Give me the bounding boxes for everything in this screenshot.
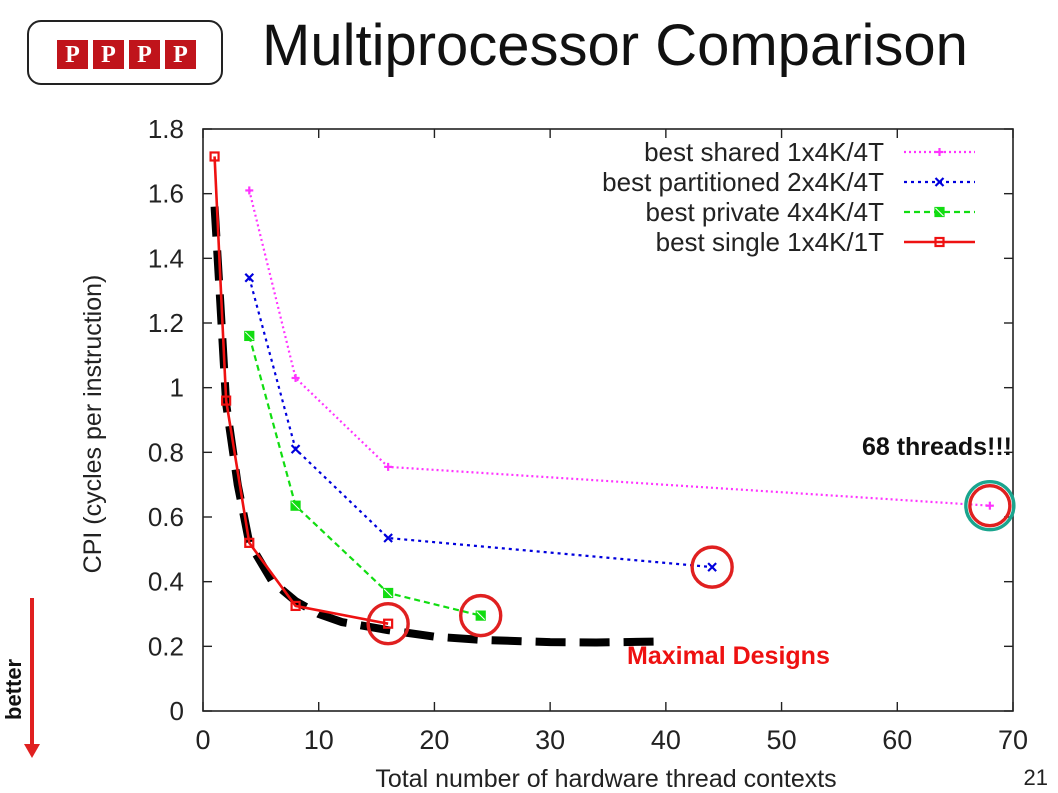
y-tick-label: 0.4: [148, 567, 184, 597]
page-number: 21: [1023, 765, 1048, 790]
data-point: [244, 330, 255, 342]
data-point: [383, 533, 393, 543]
plot-frame: [202, 128, 1014, 712]
data-point: [244, 272, 255, 283]
marker-stroke: [934, 177, 945, 187]
y-tick-label: 1: [170, 373, 184, 403]
pareto-frontier-line: [210, 206, 666, 647]
y-tick-label: 0: [170, 696, 184, 726]
marker-stroke: [290, 444, 301, 454]
highlight-circle: [968, 483, 1012, 528]
marker-stroke: [244, 537, 255, 548]
logo-frame: P P P P: [27, 20, 223, 85]
series-line: [248, 277, 713, 569]
y-tick-label: 0.6: [148, 502, 184, 532]
y-tick-label: 0.8: [148, 437, 184, 467]
data-point: [934, 177, 945, 187]
y-tick-label: 0.2: [148, 631, 184, 661]
logo: P P P P: [57, 40, 196, 69]
threads-annotation: 68 threads!!!: [862, 433, 1012, 461]
legend-label: best shared 1x4K/4T: [644, 137, 884, 167]
x-tick-label: 50: [767, 725, 797, 755]
marker-stroke: [244, 272, 255, 283]
data-point: [985, 501, 994, 510]
highlight-circle: [366, 602, 410, 646]
maximal-designs-annotation: Maximal Designs: [627, 642, 830, 670]
x-tick-label: 40: [651, 725, 681, 755]
data-point: [383, 587, 394, 599]
series-line: [248, 190, 990, 507]
data-point: [384, 462, 393, 471]
logo-letter: P: [129, 40, 160, 69]
y-tick-label: 1.6: [148, 179, 184, 209]
x-tick-label: 10: [304, 725, 334, 755]
x-tick-label: 60: [882, 725, 912, 755]
series-line: [213, 156, 389, 625]
marker-stroke: [290, 600, 301, 612]
marker-stroke: [221, 395, 232, 406]
data-point: [290, 600, 301, 612]
x-tick-label: 20: [419, 725, 449, 755]
marker-stroke: [383, 588, 393, 598]
y-tick-label: 1.4: [148, 243, 184, 273]
data-point: [383, 618, 394, 629]
marker-stroke: [383, 533, 393, 543]
y-tick-label: 1.8: [148, 114, 184, 144]
data-point: [934, 236, 945, 248]
logo-letter: P: [93, 40, 124, 69]
legend-label: best private 4x4K/4T: [646, 197, 885, 227]
data-point: [707, 562, 717, 572]
marker-stroke: [707, 562, 717, 572]
marker-stroke: [244, 331, 254, 341]
legend-label: best partitioned 2x4K/4T: [602, 167, 884, 197]
better-label: better: [1, 658, 26, 720]
highlight-circle: [459, 593, 503, 638]
slide-title: Multiprocessor Comparison: [262, 13, 968, 78]
logo-letter: P: [165, 40, 196, 69]
data-point: [475, 610, 486, 621]
x-axis-label: Total number of hardware thread contexts: [375, 765, 836, 793]
data-point: [221, 395, 232, 406]
marker-stroke: [383, 618, 394, 629]
data-point: [934, 206, 945, 218]
highlight-circle: [690, 545, 734, 589]
data-point: [291, 373, 300, 382]
data-point: [209, 151, 220, 162]
x-tick-label: 70: [998, 725, 1028, 755]
x-tick-label: 30: [535, 725, 565, 755]
x-tick-label: 0: [195, 725, 210, 755]
marker-stroke: [209, 151, 220, 162]
highlight-circle-teal: [964, 479, 1016, 532]
y-tick-label: 1.2: [148, 308, 184, 338]
marker-stroke: [934, 236, 945, 248]
legend-label: best single 1x4K/1T: [656, 227, 884, 257]
marker-stroke: [291, 501, 300, 511]
marker-stroke: [476, 611, 486, 620]
better-arrow-head: [24, 744, 40, 758]
logo-letter: P: [57, 40, 88, 69]
data-point: [935, 148, 944, 156]
data-point: [244, 537, 255, 548]
marker-stroke: [935, 207, 944, 217]
data-point: [290, 500, 301, 511]
series-line: [248, 335, 481, 617]
data-point: [290, 444, 301, 454]
y-axis-label: CPI (cycles per instruction): [79, 275, 107, 574]
data-point: [245, 186, 254, 195]
